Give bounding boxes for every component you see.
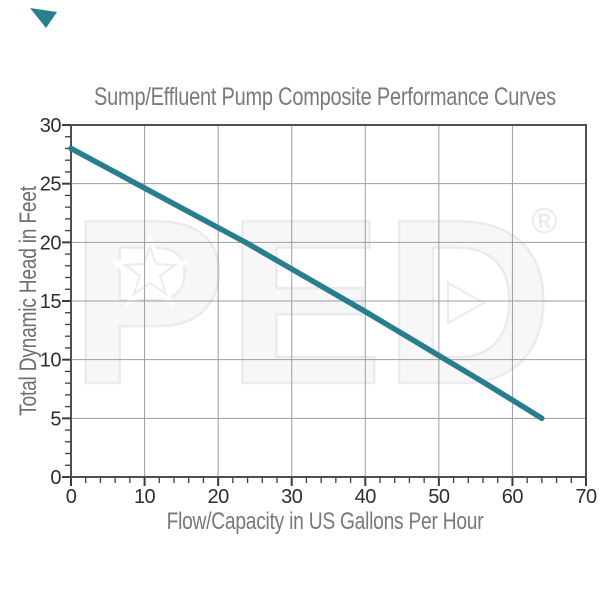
x-tick-label: 10 bbox=[134, 486, 156, 508]
y-tick-label: 10 bbox=[40, 350, 62, 372]
x-tick-label: 20 bbox=[208, 486, 230, 508]
y-tick-label: 25 bbox=[40, 174, 62, 196]
y-tick-label: 30 bbox=[40, 115, 62, 137]
x-tick-labels: 0 10 20 30 40 50 60 70 bbox=[66, 486, 598, 508]
y-tick-label: 5 bbox=[50, 408, 61, 430]
performance-curve bbox=[68, 145, 545, 422]
x-axis-title: Flow/Capacity in US Gallons Per Hour bbox=[166, 508, 484, 535]
curve-composite-performance-curve bbox=[68, 145, 545, 422]
gridlines bbox=[71, 125, 586, 477]
axis-ticks bbox=[62, 124, 587, 486]
x-tick-label: 0 bbox=[66, 486, 77, 508]
right-arrow-icon-inner-outline bbox=[447, 281, 487, 325]
x-tick-label: 70 bbox=[575, 486, 597, 508]
plot-border bbox=[70, 124, 587, 478]
x-tick-label: 60 bbox=[502, 486, 524, 508]
y-tick-label: 0 bbox=[50, 467, 61, 489]
star-icon-inner-outline bbox=[122, 243, 178, 297]
x-tick-label: 40 bbox=[355, 486, 377, 508]
y-tick-label: 20 bbox=[40, 232, 62, 254]
star-icon bbox=[110, 232, 190, 308]
y-tick-labels: 0 5 10 15 20 25 30 bbox=[40, 115, 62, 489]
chart-title: Sump/Effluent Pump Composite Performance… bbox=[94, 83, 556, 111]
registered-trademark-icon: ® bbox=[531, 200, 558, 241]
right-arrow-icon bbox=[438, 266, 502, 340]
x-tick-label: 50 bbox=[428, 486, 450, 508]
x-tick-label: 30 bbox=[281, 486, 303, 508]
y-tick-label: 15 bbox=[40, 291, 62, 313]
corner-accent-icon bbox=[30, 8, 57, 28]
